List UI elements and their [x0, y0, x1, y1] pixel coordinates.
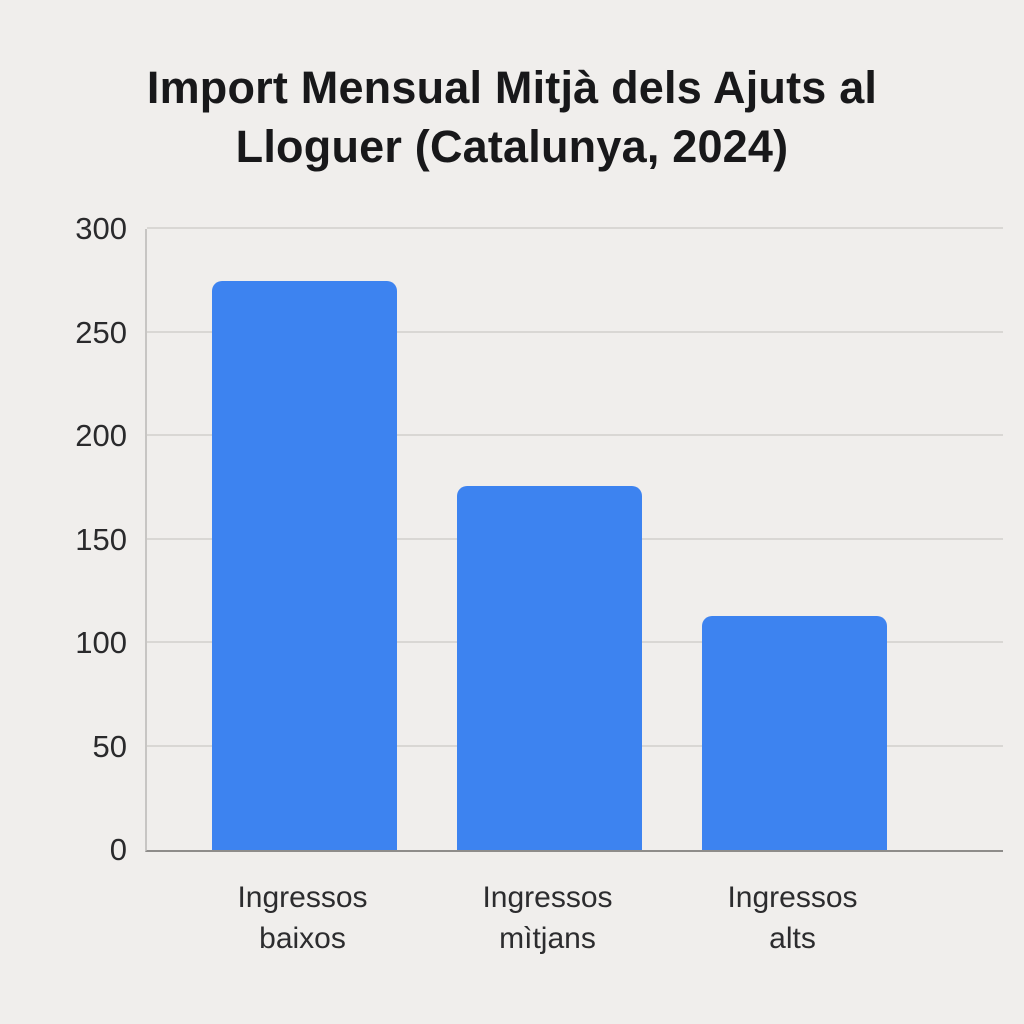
gridline [147, 330, 1003, 333]
plot-wrap: 0 50 100 150 200 250 300 [75, 211, 1003, 867]
chart-title: Import Mensual Mitjà dels Ajuts al Llogu… [146, 62, 878, 173]
y-tick-label: 300 [75, 211, 127, 246]
plot-area: 0 50 100 150 200 250 300 [75, 211, 1003, 867]
bar-2 [457, 485, 642, 850]
y-tick-label: 150 [75, 521, 127, 557]
y-tick-label: 50 [92, 728, 127, 764]
bar-1 [212, 280, 397, 850]
y-tick-label: 200 [75, 418, 127, 453]
gridline [147, 227, 1003, 229]
x-category-label: Ingressos mìtjans [482, 881, 613, 955]
x-category-label: Ingressos alts [727, 881, 858, 955]
bar-3 [702, 616, 887, 850]
y-tick-label: 250 [75, 314, 127, 350]
x-axis-labels: Ingressos baixos Ingressos mìtjans Ingressos… [145, 866, 1003, 976]
y-tick-label: 100 [75, 625, 127, 660]
y-tick-label: 0 [109, 832, 127, 867]
x-category-label: Ingressos baixos [237, 881, 368, 955]
gridline [147, 434, 1003, 436]
